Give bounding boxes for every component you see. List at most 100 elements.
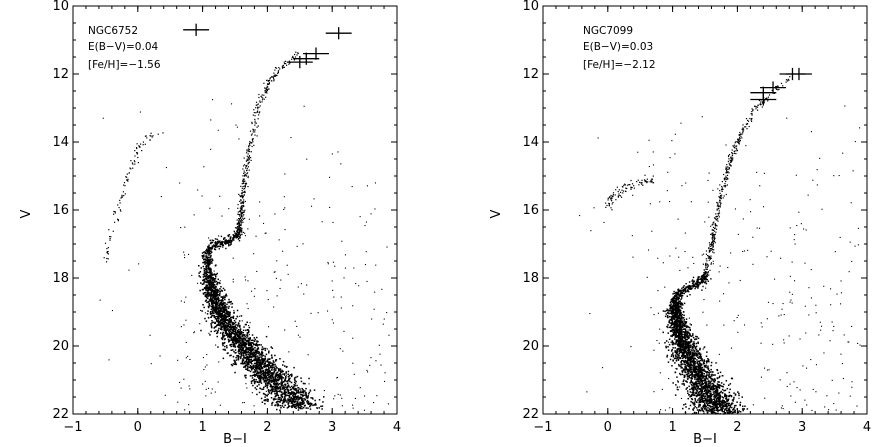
star-point [264,349,267,352]
star-point [227,325,229,327]
star-point [114,212,116,214]
star-point [203,369,205,371]
star-point [268,392,271,394]
star-point [234,371,236,374]
star-point [274,382,276,385]
star-point [138,145,140,147]
star-point [260,359,263,361]
star-point [210,287,213,290]
star-point [256,345,259,347]
star-point [699,381,701,383]
star-point [252,138,254,140]
star-point [218,299,221,302]
star-point [213,316,216,318]
star-point [244,172,246,174]
star-point [201,288,204,291]
star-point [243,214,245,216]
star-point [206,257,209,260]
star-point [208,277,210,280]
star-point [283,396,286,398]
star-point [272,372,275,375]
star-point [205,275,207,278]
star-point [267,370,269,373]
star-point [259,379,262,381]
star-point [261,372,263,375]
star-point [227,333,229,335]
star-point [275,381,277,383]
star-point [228,326,231,329]
star-point [231,329,234,331]
star-point [706,412,709,414]
star-point [279,390,282,392]
star-point [683,404,685,406]
star-point [305,387,307,390]
star-point [201,255,204,258]
star-point [666,354,669,357]
star-point [239,218,241,220]
star-point [703,379,705,382]
star-point [237,233,239,235]
star-point [263,82,265,84]
star-point [251,145,253,148]
star-point [253,109,255,111]
star-point [204,380,206,382]
star-point [213,314,215,317]
star-point [717,372,719,374]
star-point [124,185,126,187]
star-point [674,362,676,364]
star-point [236,355,238,357]
star-point [183,251,185,253]
star-point [212,303,214,305]
star-point [248,339,250,342]
star-point [208,252,210,254]
star-point [249,130,252,132]
star-point [239,234,242,237]
star-point [243,211,245,214]
star-point [299,396,302,398]
star-point [277,383,279,386]
star-point [242,168,244,170]
star-point [241,233,243,236]
star-point [277,394,280,397]
star-point [283,374,286,376]
star-point [206,248,208,251]
star-point [125,176,127,178]
star-point [228,335,230,338]
star-point [206,252,209,254]
star-point [259,387,262,390]
star-point [242,221,244,223]
star-point [354,397,356,399]
star-point [221,242,223,244]
star-point [209,207,211,209]
star-point [206,273,208,276]
star-point [223,297,225,299]
star-point [715,392,717,394]
star-point [229,244,232,246]
star-point [231,327,233,329]
star-point [293,388,295,391]
star-point [120,197,122,199]
star-point [667,361,670,363]
star-point [720,401,723,404]
star-point [210,148,212,150]
star-point [301,399,303,401]
star-point [213,270,215,272]
y-tick-label: 18 [522,271,539,286]
star-point [233,328,235,331]
star-point [256,135,258,137]
star-point [251,392,253,394]
star-point [266,369,269,371]
star-point [251,353,253,355]
star-point [384,380,386,382]
star-point [722,400,724,402]
star-point [691,356,694,359]
star-point [212,99,214,101]
star-point [257,365,259,368]
x-tick-label: 4 [393,420,401,435]
star-point [318,399,321,401]
star-point [117,204,119,206]
star-point [344,267,346,269]
star-point [255,104,257,106]
star-point [679,311,681,314]
